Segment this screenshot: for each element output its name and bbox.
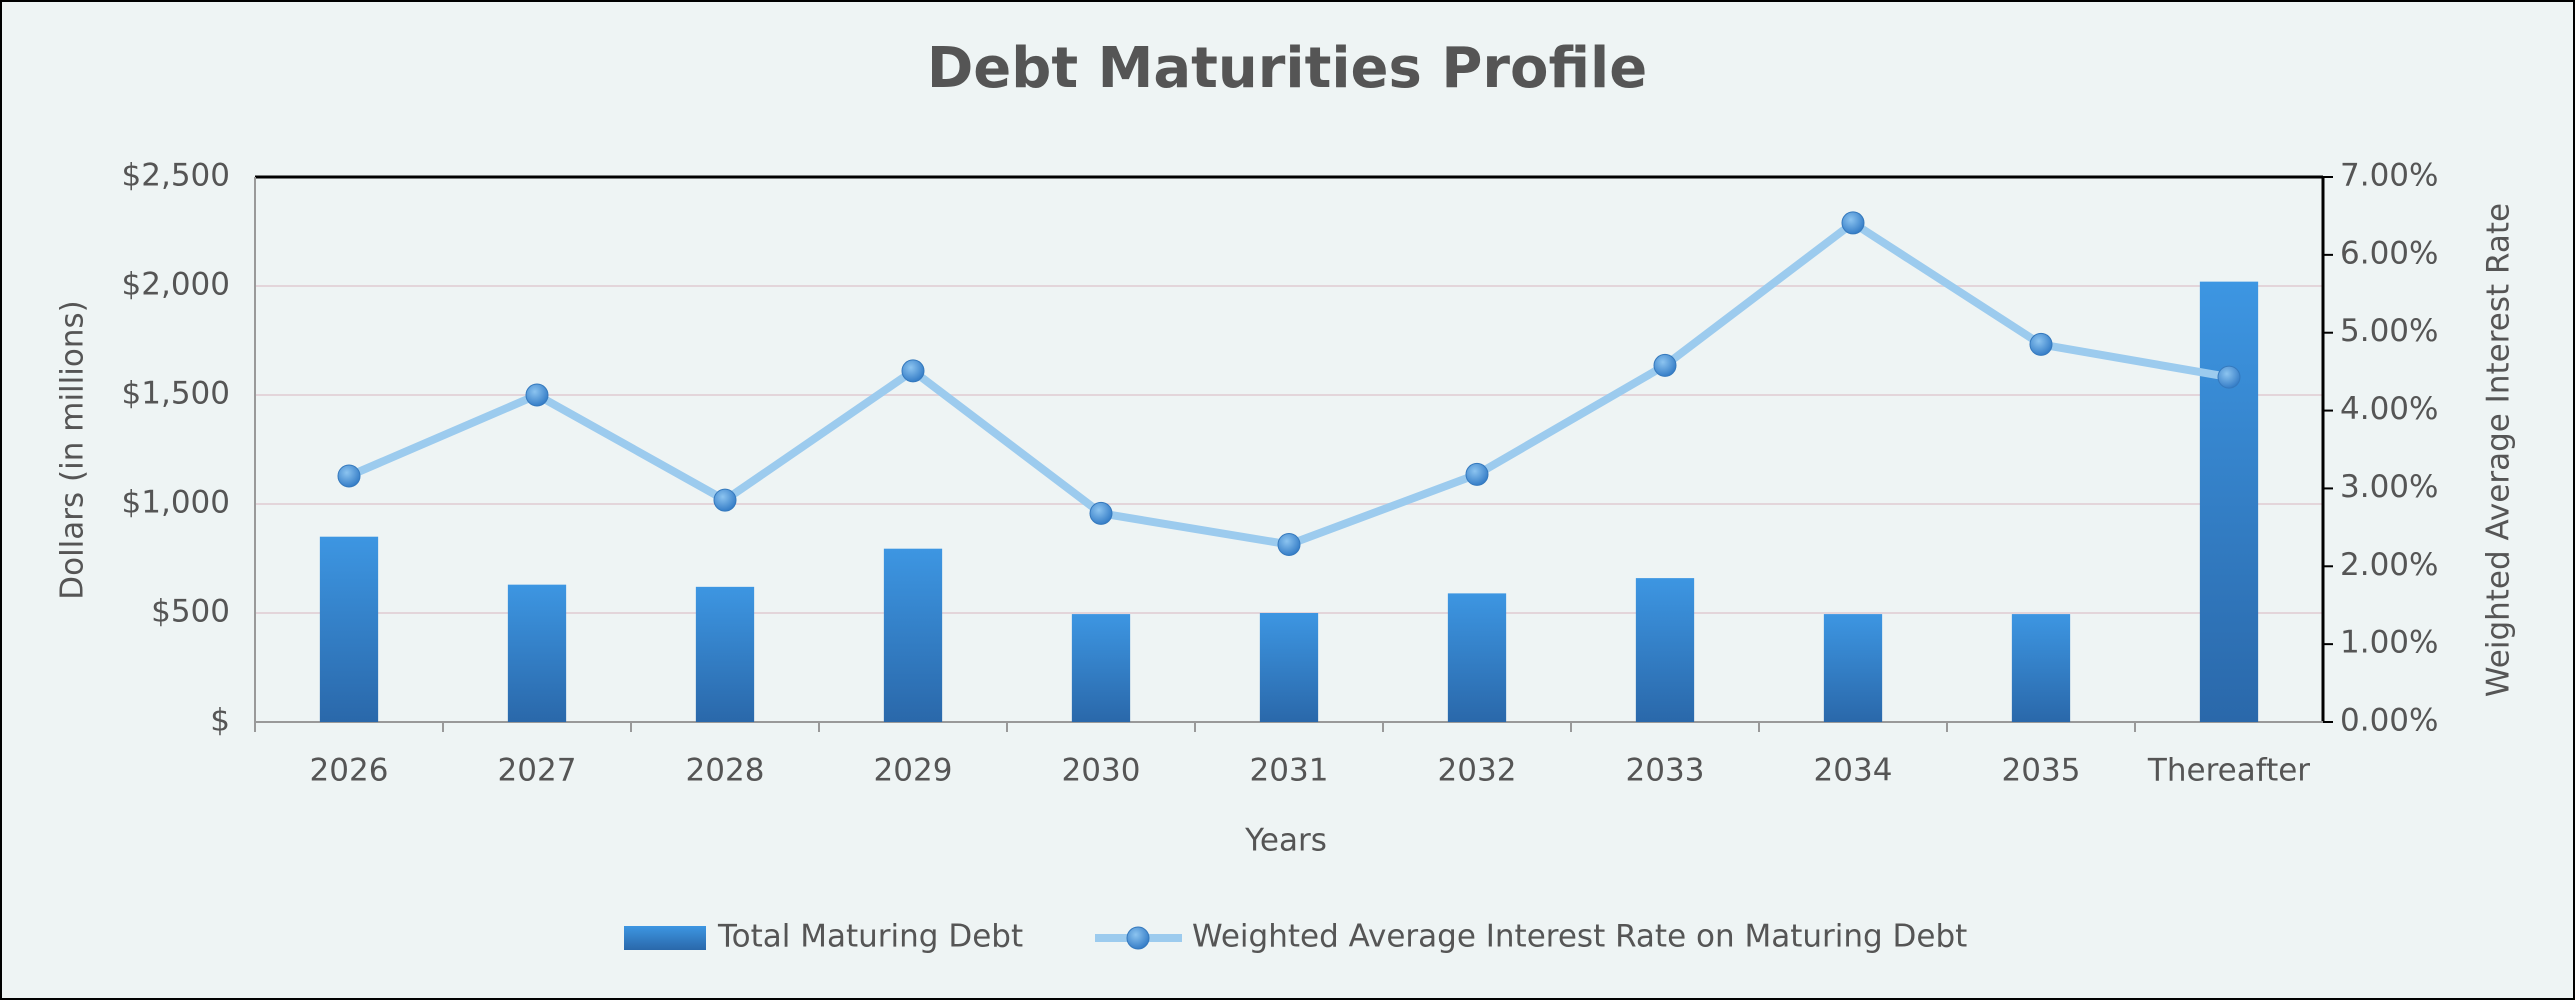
x-tick-label: 2028 (686, 753, 765, 789)
x-tick-label: 2029 (874, 753, 953, 789)
bar (1071, 614, 1131, 722)
line-marker (525, 383, 549, 407)
line-marker (1841, 211, 1865, 235)
x-tick-label: 2033 (1626, 753, 1705, 789)
line-marker (2217, 365, 2241, 389)
bar (695, 586, 755, 722)
line-marker (1465, 462, 1489, 486)
y2-tick-label: 0.00% (2340, 703, 2438, 739)
y-tick-label: $1,500 (122, 376, 230, 412)
bar (1259, 613, 1319, 722)
x-tick-label: 2034 (1814, 753, 1893, 789)
y2-tick-label: 7.00% (2340, 158, 2438, 194)
y-tick-label: $500 (151, 594, 230, 630)
bar (1635, 578, 1695, 722)
line-marker (1277, 532, 1301, 556)
y2-tick-label: 4.00% (2340, 391, 2438, 427)
line-marker (713, 488, 737, 512)
chart-title: Debt Maturities Profile (927, 36, 1647, 101)
x-tick-label: 2032 (1438, 753, 1517, 789)
x-tick-label: 2035 (2002, 753, 2081, 789)
legend-swatch (624, 926, 706, 950)
bar (1823, 614, 1883, 722)
x-tick-label: 2026 (310, 753, 389, 789)
y2-tick-label: 2.00% (2340, 547, 2438, 583)
line-marker (2029, 332, 2053, 356)
bar (319, 536, 379, 722)
y-tick-label: $2,000 (122, 267, 230, 303)
x-tick-label: 2030 (1062, 753, 1141, 789)
bar (2199, 281, 2259, 722)
y-tick-label: $ (210, 703, 230, 739)
x-tick-label: 2027 (498, 753, 577, 789)
legend-marker (1126, 926, 1150, 950)
line-marker (1653, 353, 1677, 377)
x-tick-label: 2031 (1250, 753, 1329, 789)
y2-tick-label: 6.00% (2340, 235, 2438, 271)
line-marker (1089, 501, 1113, 525)
bar (1447, 593, 1507, 722)
legend-label: Weighted Average Interest Rate on Maturi… (1192, 919, 1967, 955)
bar (2011, 614, 2071, 722)
y-tick-label: $2,500 (122, 158, 230, 194)
x-tick-label: Thereafter (2147, 753, 2310, 789)
y-tick-label: $1,000 (122, 485, 230, 521)
line-marker (901, 359, 925, 383)
bar (507, 584, 567, 722)
line-marker (337, 464, 361, 488)
y2-axis-title: Weighted Average Interest Rate (2481, 203, 2517, 697)
y2-tick-label: 1.00% (2340, 625, 2438, 661)
legend-label: Total Maturing Debt (717, 919, 1023, 955)
y2-tick-label: 3.00% (2340, 469, 2438, 505)
bar (883, 548, 943, 722)
y2-tick-label: 5.00% (2340, 313, 2438, 349)
x-axis-title: Years (1244, 823, 1327, 859)
y-axis-title: Dollars (in millions) (55, 300, 91, 600)
